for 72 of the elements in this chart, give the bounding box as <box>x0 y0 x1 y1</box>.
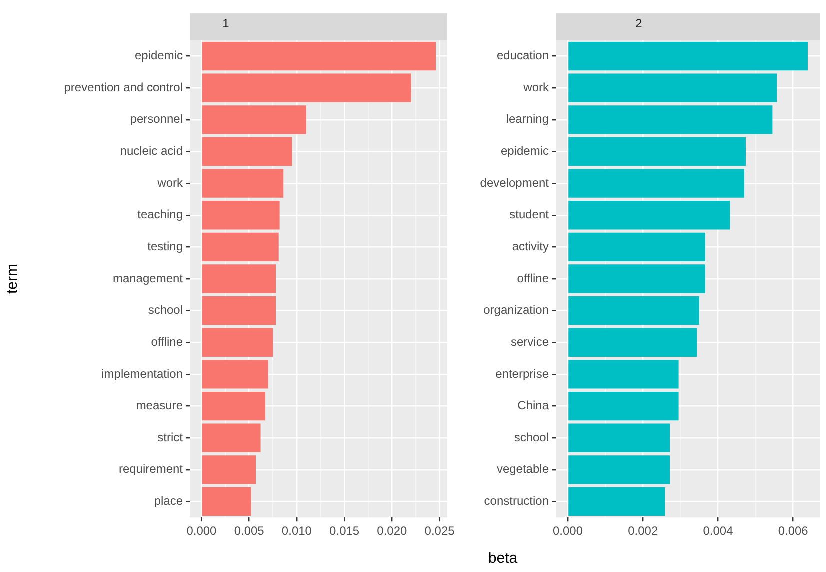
bar <box>202 201 280 230</box>
chart-title: 1 <box>222 16 230 31</box>
y-tick-label: implementation <box>102 366 183 381</box>
y-tick-label: vegetable <box>496 462 550 476</box>
y-tick-label: requirement <box>118 462 184 476</box>
bar <box>568 328 698 357</box>
bar <box>202 137 292 166</box>
x-tick-label: 0.015 <box>330 524 360 538</box>
bar <box>202 456 256 484</box>
y-tick-label: learning <box>506 112 549 126</box>
y-tick-label: construction <box>484 494 549 508</box>
y-tick-label: enterprise <box>496 366 550 381</box>
bar <box>568 360 679 389</box>
y-tick-label: education <box>496 48 549 63</box>
bar <box>568 169 745 198</box>
bar <box>568 232 706 262</box>
x-axis-title: beta <box>487 550 519 567</box>
y-tick-label: nucleic acid <box>120 144 183 158</box>
x-tick-label: 0.002 <box>628 524 658 538</box>
y-tick-label: school <box>514 430 549 444</box>
x-tick-label: 0.006 <box>778 524 809 538</box>
x-tick-label: 0.025 <box>424 524 456 538</box>
bar <box>568 106 773 134</box>
bar <box>568 264 706 294</box>
x-tick-label: 0.000 <box>553 524 584 538</box>
bar <box>568 424 670 452</box>
bar <box>202 487 252 516</box>
x-tick-label: 0.005 <box>234 524 265 538</box>
y-tick-label: teaching <box>138 208 183 222</box>
y-tick-label: epidemic <box>134 48 183 63</box>
bar <box>202 232 279 262</box>
y-tick-label: offline <box>517 271 550 286</box>
bar <box>568 487 666 516</box>
y-tick-label: strict <box>158 430 184 444</box>
y-tick-label: management <box>112 271 184 286</box>
bar <box>202 360 268 389</box>
y-tick-label: organization <box>484 303 549 318</box>
y-tick-label: prevention and control <box>64 80 183 94</box>
bar <box>202 264 276 294</box>
bar <box>568 456 670 484</box>
bar <box>568 137 746 166</box>
y-tick-label: measure <box>136 398 184 413</box>
y-tick-label: service <box>510 334 550 349</box>
bar <box>202 296 276 326</box>
y-tick-label: offline <box>151 334 184 349</box>
y-tick-label: place <box>154 494 184 508</box>
y-tick-label: personnel <box>130 112 183 126</box>
bar <box>202 424 261 452</box>
y-tick-label: work <box>522 80 550 94</box>
x-tick-label: 0.010 <box>282 524 312 538</box>
x-tick-label: 0.000 <box>186 524 218 538</box>
y-tick-label: China <box>518 398 550 413</box>
bar <box>568 392 679 421</box>
bar <box>568 74 778 102</box>
y-axis-title: term <box>4 264 22 294</box>
y-tick-label: development <box>480 176 550 190</box>
y-tick-label: testing <box>148 240 183 254</box>
bar <box>202 74 412 102</box>
bar <box>568 296 700 326</box>
chart-title: 2 <box>636 16 643 31</box>
y-tick-label: student <box>510 208 550 222</box>
x-tick-label: 0.004 <box>703 524 734 538</box>
y-tick-label: work <box>156 176 184 190</box>
x-tick-label: 0.020 <box>377 524 408 538</box>
bar <box>202 106 306 134</box>
y-tick-label: activity <box>512 240 549 254</box>
y-tick-label: epidemic <box>500 144 549 158</box>
bar <box>568 201 730 230</box>
bar <box>202 169 284 198</box>
y-tick-label: school <box>148 303 183 318</box>
bar <box>202 392 266 421</box>
bar <box>202 328 274 357</box>
